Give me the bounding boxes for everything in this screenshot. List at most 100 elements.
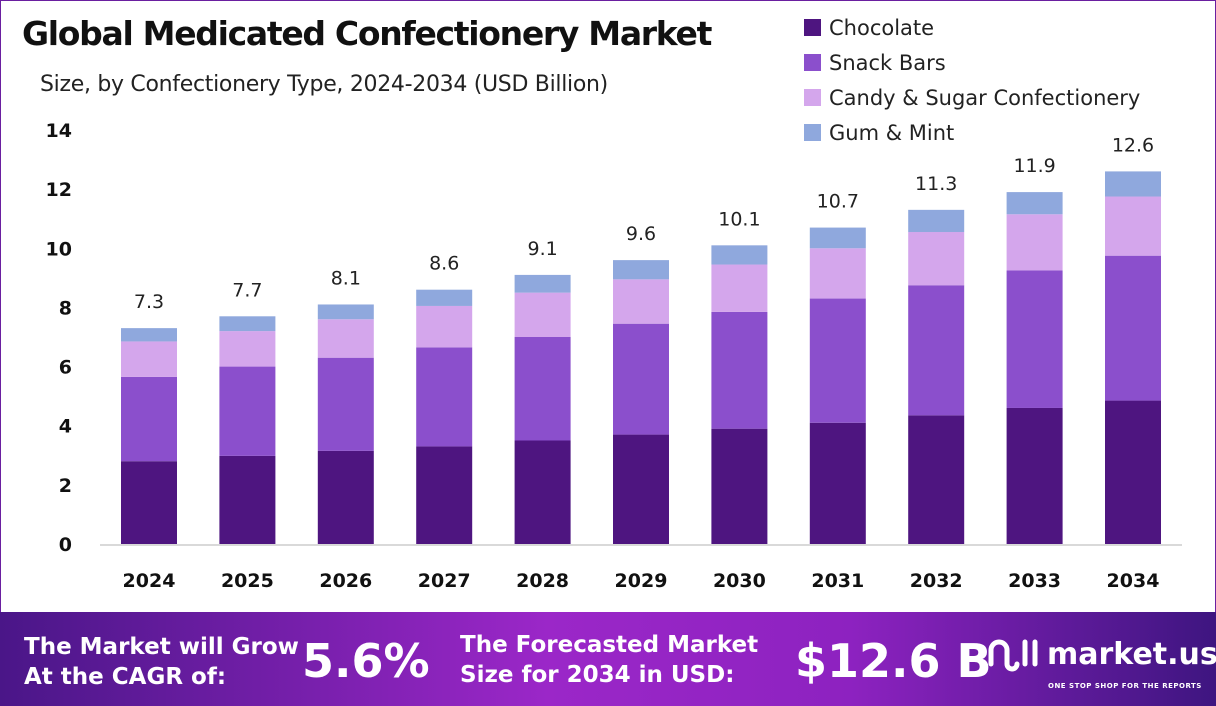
bar-segment-gum-mint: [514, 274, 571, 293]
bar-segment-snack-bars: [416, 347, 473, 447]
bar-segment-chocolate: [809, 422, 866, 544]
legend-label: Candy & Sugar Confectionery: [829, 85, 1141, 110]
total-label: 8.6: [429, 253, 459, 275]
bar-segment-candy-sugar-confectionery: [514, 292, 571, 337]
total-label: 7.3: [134, 291, 164, 313]
y-tick-label: 10: [46, 238, 72, 260]
bar-segment-chocolate: [1006, 407, 1063, 544]
bar-segment-candy-sugar-confectionery: [317, 319, 374, 358]
x-tick-label: 2025: [221, 570, 274, 592]
bar-segment-gum-mint: [711, 245, 768, 265]
legend-swatch: [804, 89, 821, 106]
bar-segment-candy-sugar-confectionery: [121, 341, 177, 377]
legend-swatch: [804, 19, 821, 36]
bar-segment-snack-bars: [1006, 270, 1063, 408]
bar-segment-gum-mint: [908, 209, 965, 233]
y-tick-label: 14: [46, 120, 72, 142]
legend: Chocolate Snack Bars Candy & Sugar Confect…: [804, 10, 1140, 150]
bar-segment-gum-mint: [613, 260, 669, 280]
bar-segment-candy-sugar-confectionery: [219, 331, 276, 367]
bar-segment-gum-mint: [219, 316, 276, 332]
legend-item: Snack Bars: [804, 45, 1140, 80]
market-us-logo: market.us: [985, 634, 1216, 674]
bar-segment-chocolate: [1105, 400, 1161, 544]
cagr-label-line2: At the CAGR of:: [24, 664, 227, 690]
bar-segment-candy-sugar-confectionery: [1006, 214, 1063, 271]
total-label: 10.7: [817, 191, 859, 213]
bar-segment-gum-mint: [416, 289, 473, 306]
legend-label: Snack Bars: [829, 50, 946, 75]
bar-segment-candy-sugar-confectionery: [416, 305, 473, 348]
bar-segment-snack-bars: [613, 323, 669, 435]
x-tick-label: 2026: [319, 570, 372, 592]
y-tick-label: 0: [59, 534, 72, 556]
cagr-label: The Market will Grow At the CAGR of:: [24, 632, 299, 692]
total-label: 11.9: [1013, 155, 1055, 177]
y-tick-label: 6: [59, 357, 72, 379]
total-label: 7.7: [232, 279, 262, 301]
x-tick-label: 2031: [811, 570, 864, 592]
bar-segment-gum-mint: [317, 304, 374, 320]
bar-segment-gum-mint: [1006, 192, 1063, 215]
bar-segment-chocolate: [613, 434, 669, 544]
y-tick-label: 12: [46, 179, 72, 201]
y-tick-label: 2: [59, 475, 72, 497]
forecast-value: $12.6 B: [795, 634, 992, 688]
bar-segment-chocolate: [908, 415, 965, 544]
x-tick-label: 2024: [123, 570, 176, 592]
total-label: 9.6: [626, 223, 656, 245]
x-tick-label: 2030: [713, 570, 766, 592]
bar-segment-snack-bars: [711, 311, 768, 429]
legend-label: Gum & Mint: [829, 120, 955, 145]
logo-tagline: ONE STOP SHOP FOR THE REPORTS: [1048, 682, 1202, 690]
bar-segment-gum-mint: [121, 328, 177, 342]
bar-segment-chocolate: [121, 461, 177, 544]
legend-swatch: [804, 124, 821, 141]
total-label: 9.1: [527, 238, 557, 260]
legend-item: Candy & Sugar Confectionery: [804, 80, 1140, 115]
bar-segment-candy-sugar-confectionery: [613, 279, 669, 324]
y-tick-label: 8: [59, 297, 72, 319]
x-tick-label: 2028: [516, 570, 569, 592]
logo-icon: [988, 639, 1038, 672]
legend-label: Chocolate: [829, 15, 935, 40]
bar-segment-chocolate: [711, 428, 768, 544]
bar-segment-candy-sugar-confectionery: [1105, 196, 1161, 256]
bar-segment-chocolate: [514, 440, 571, 544]
total-label: 12.6: [1112, 134, 1154, 156]
legend-item: Chocolate: [804, 10, 1140, 45]
cagr-value: 5.6%: [302, 634, 430, 688]
bar-segment-gum-mint: [809, 227, 866, 249]
chart-plot: 0 2 4 6 8 10 12 14 7.3 2024 7.7 2025 8.1 2026 8.6 2027 9…: [46, 120, 1182, 592]
bar-segment-snack-bars: [1105, 255, 1161, 401]
x-tick-label: 2034: [1107, 570, 1160, 592]
bar-segment-candy-sugar-confectionery: [711, 264, 768, 312]
bar-segment-snack-bars: [809, 298, 866, 423]
x-tick-label: 2032: [910, 570, 963, 592]
x-tick-label: 2027: [418, 570, 471, 592]
forecast-label: The Forecasted Market Size for 2034 in US…: [460, 630, 758, 690]
legend-item: Gum & Mint: [804, 115, 1140, 150]
bar-segment-snack-bars: [121, 376, 177, 462]
chart-title: Global Medicated Confectionery Market: [22, 14, 712, 53]
total-label: 11.3: [915, 173, 957, 195]
y-tick-label: 4: [59, 416, 72, 438]
legend-swatch: [804, 54, 821, 71]
bar-segment-gum-mint: [1105, 171, 1161, 197]
bar-segment-chocolate: [317, 450, 374, 544]
forecast-label-line2: Size for 2034 in USD:: [460, 662, 735, 688]
bar-segment-snack-bars: [219, 366, 276, 456]
x-tick-label: 2029: [615, 570, 668, 592]
bar-segment-snack-bars: [317, 357, 374, 451]
bar-segment-chocolate: [219, 455, 276, 544]
x-tick-label: 2033: [1008, 570, 1061, 592]
total-label: 8.1: [331, 267, 361, 289]
chart-subtitle: Size, by Confectionery Type, 2024-2034 (…: [40, 72, 608, 97]
bar-segment-snack-bars: [908, 285, 965, 416]
logo-text: market.us: [1047, 636, 1216, 672]
forecast-label-line1: The Forecasted Market: [460, 632, 759, 658]
total-label: 10.1: [718, 208, 760, 230]
cagr-label-line1: The Market will Grow: [24, 634, 299, 660]
bar-segment-candy-sugar-confectionery: [908, 232, 965, 286]
bar-segment-chocolate: [416, 446, 473, 544]
